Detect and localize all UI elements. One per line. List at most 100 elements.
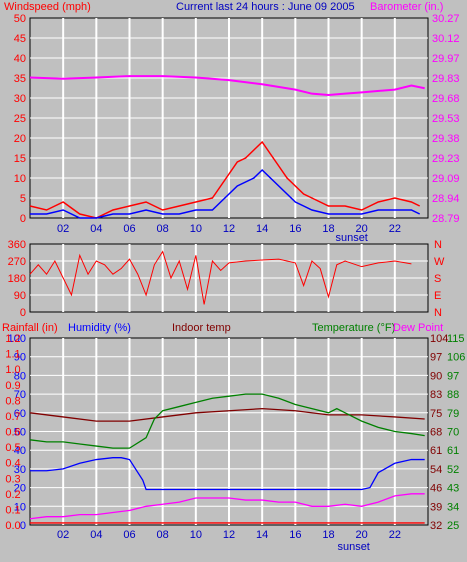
panel3-x-tick: 10 <box>190 529 202 541</box>
direction-y-tick: 0 <box>20 307 26 319</box>
panel3-x-tick: 18 <box>322 529 334 541</box>
compass-tick: N <box>434 307 442 319</box>
wind-y-tick: 20 <box>14 133 26 145</box>
panel3-sunset-label: sunset <box>337 541 369 553</box>
indoor-temp-y-tick: 46 <box>430 483 442 495</box>
indoor-temp-y-tick: 75 <box>430 408 442 420</box>
panel1-x-tick: 14 <box>256 223 268 235</box>
panel1-x-tick: 18 <box>322 223 334 235</box>
humidity-y-tick: 60 <box>14 408 26 420</box>
panel1-x-tick: 20 <box>356 223 368 235</box>
temperature-y-tick: 97 <box>447 370 459 382</box>
wind-y-tick: 15 <box>14 153 26 165</box>
humidity-y-tick: 80 <box>14 370 26 382</box>
temperature-y-tick: 52 <box>447 464 459 476</box>
panel3-x-tick: 22 <box>389 529 401 541</box>
rainfall-y-tick: 0.3 <box>5 473 20 485</box>
barometer-y-tick: 28.94 <box>432 193 460 205</box>
panel3-x-tick: 20 <box>356 529 368 541</box>
barometer-y-tick: 29.09 <box>432 173 460 185</box>
temperature-axis-title: Temperature (°F) <box>312 322 395 334</box>
direction-y-tick: 90 <box>14 290 26 302</box>
panel1-x-tick: 08 <box>157 223 169 235</box>
wind-y-tick: 35 <box>14 73 26 85</box>
humidity-y-tick: 40 <box>14 445 26 457</box>
rainfall-y-tick: 0.7 <box>5 411 20 423</box>
panel1-x-tick: 22 <box>389 223 401 235</box>
wind-y-tick: 5 <box>20 193 26 205</box>
indoor-temp-y-tick: 54 <box>430 464 442 476</box>
humidity-y-tick: 70 <box>14 389 26 401</box>
barometer-y-tick: 29.83 <box>432 73 460 85</box>
compass-tick: N <box>434 239 442 251</box>
barometer-line <box>29 75 425 97</box>
panel1-x-tick: 06 <box>123 223 135 235</box>
humidity-line <box>30 457 425 491</box>
wind_gust-line <box>29 140 421 219</box>
wind-y-tick: 0 <box>20 213 26 225</box>
wind-direction-line <box>29 250 412 305</box>
rainfall-y-tick: 0.6 <box>5 427 20 439</box>
rainfall-y-tick: 1.1 <box>5 349 20 361</box>
windspeed-axis-title: Windspeed (mph) <box>4 1 91 13</box>
chart-title: Current last 24 hours : June 09 2005 <box>176 1 355 13</box>
panel3-x-tick: 08 <box>157 529 169 541</box>
barometer-axis-title: Barometer (in.) <box>370 1 443 13</box>
humidity-y-tick: 0 <box>20 520 26 532</box>
barometer-y-tick: 28.79 <box>432 213 460 225</box>
rainfall-y-tick: 1.0 <box>5 364 20 376</box>
direction-y-tick: 360 <box>8 239 26 251</box>
humidity-y-tick: 90 <box>14 352 26 364</box>
panel1-x-tick: 12 <box>223 223 235 235</box>
rainfall-y-tick: 0.5 <box>5 442 20 454</box>
indoor-temp-y-tick: 83 <box>430 389 442 401</box>
wind-y-tick: 10 <box>14 173 26 185</box>
barometer-y-tick: 29.68 <box>432 93 460 105</box>
indoor-temp-y-tick: 61 <box>430 445 442 457</box>
panel1-sunset-label: sunset <box>335 232 367 244</box>
panel1-x-tick: 02 <box>57 223 69 235</box>
temperature-line <box>29 393 425 449</box>
indoor-temp-y-tick: 68 <box>430 427 442 439</box>
dew-point-axis-title: Dew Point <box>393 322 443 334</box>
indoor-temp-y-tick: 97 <box>430 352 442 364</box>
indoor-temp-y-tick: 90 <box>430 370 442 382</box>
panel1-x-tick: 04 <box>90 223 102 235</box>
rainfall-y-tick: 0.1 <box>5 504 20 516</box>
wind-y-tick: 30 <box>14 93 26 105</box>
compass-tick: S <box>434 273 441 285</box>
temperature-y-tick: 61 <box>447 445 459 457</box>
rainfall-y-tick: 0.9 <box>5 380 20 392</box>
wind-y-tick: 45 <box>14 33 26 45</box>
temperature-y-tick: 43 <box>447 483 459 495</box>
panel3-x-tick: 04 <box>90 529 102 541</box>
barometer-y-tick: 30.12 <box>432 33 460 45</box>
panel3-x-tick: 12 <box>223 529 235 541</box>
barometer-y-tick: 30.27 <box>432 13 460 25</box>
humidity-axis-title: Humidity (%) <box>68 322 131 334</box>
indoor-temp-y-tick: 104 <box>430 333 448 345</box>
indoor-temp-y-tick: 32 <box>430 520 442 532</box>
panel3-x-tick: 14 <box>256 529 268 541</box>
rainfall-y-tick: 0.8 <box>5 395 20 407</box>
indoor-temp-axis-title: Indoor temp <box>172 322 231 334</box>
humidity-y-tick: 100 <box>8 333 26 345</box>
barometer-y-tick: 29.53 <box>432 113 460 125</box>
panel3-x-tick: 06 <box>123 529 135 541</box>
compass-tick: E <box>434 290 441 302</box>
panel1-x-tick: 10 <box>190 223 202 235</box>
rainfall-y-tick: 1.2 <box>5 333 20 345</box>
barometer-y-tick: 29.97 <box>432 53 460 65</box>
humidity-y-tick: 20 <box>14 483 26 495</box>
temperature-y-tick: 115 <box>447 333 465 345</box>
compass-tick: W <box>434 256 445 268</box>
temperature-y-tick: 34 <box>447 501 459 513</box>
rainfall-y-tick: 0.0 <box>5 520 20 532</box>
direction-y-tick: 180 <box>8 273 26 285</box>
humidity-y-tick: 30 <box>14 464 26 476</box>
rainfall-axis-title: Rainfall (in) <box>2 322 58 334</box>
barometer-y-tick: 29.23 <box>432 153 460 165</box>
wind-y-tick: 50 <box>14 13 26 25</box>
indoor-temp-y-tick: 39 <box>430 501 442 513</box>
